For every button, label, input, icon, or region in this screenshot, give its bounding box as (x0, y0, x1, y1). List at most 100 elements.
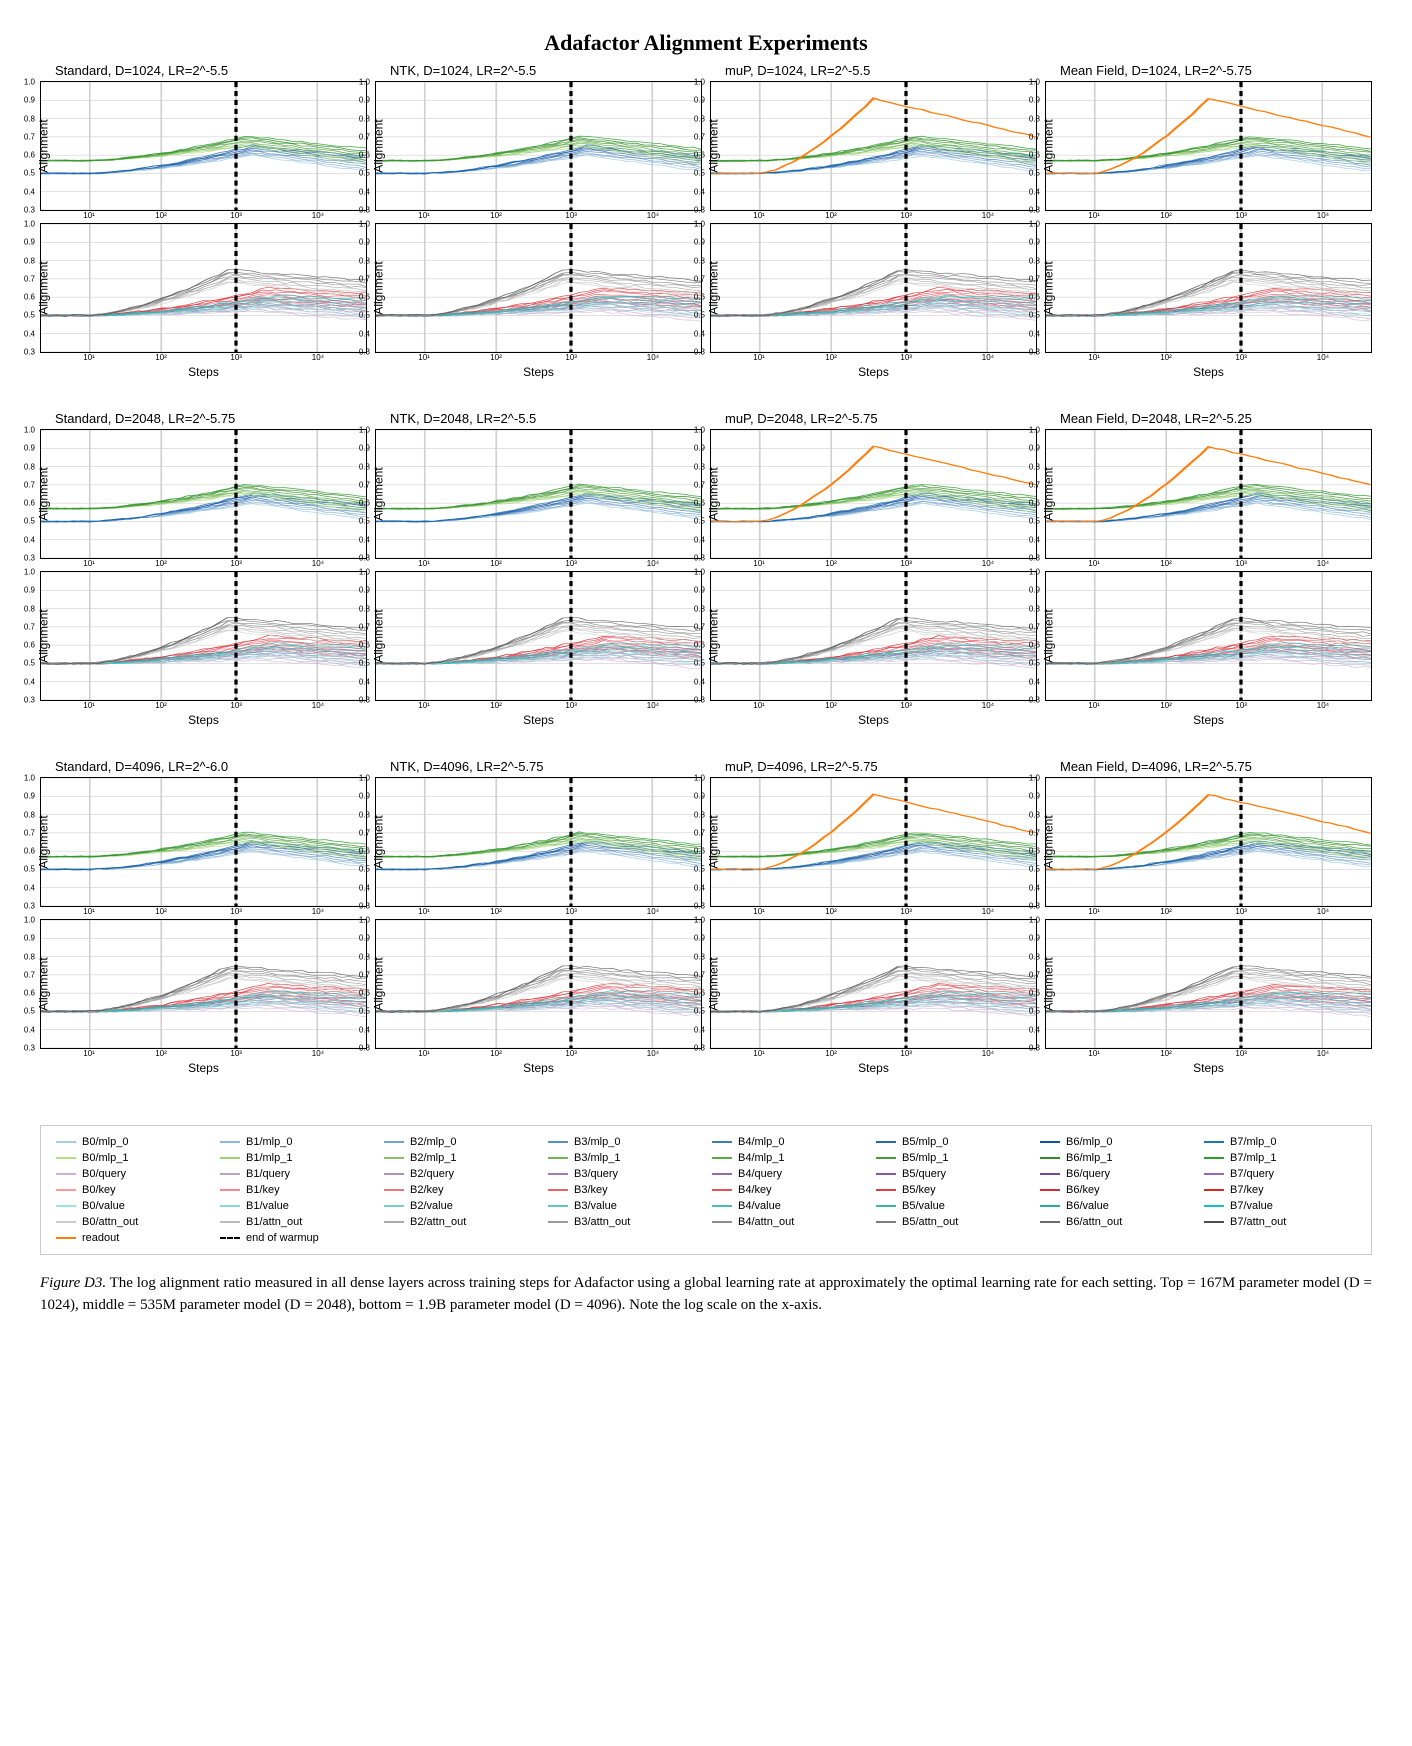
legend-swatch (56, 1189, 76, 1191)
alignment-chart-top: Alignment 0.30.40.50.60.70.80.91.0 (1045, 429, 1372, 559)
alignment-chart-top: Alignment 0.30.40.50.60.70.80.91.0 (1045, 777, 1372, 907)
legend-label: B6/query (1066, 1168, 1110, 1180)
legend-swatch (1040, 1221, 1060, 1223)
alignment-chart-bottom: Alignment 0.30.40.50.60.70.80.91.0 (1045, 223, 1372, 353)
legend-label: B4/mlp_0 (738, 1136, 784, 1148)
legend-swatch (712, 1221, 732, 1223)
alignment-chart-top: Alignment 0.30.40.50.60.70.80.91.0 (40, 777, 367, 907)
panel-title: muP, D=4096, LR=2^-5.75 (725, 759, 878, 774)
alignment-chart-top: Alignment 0.30.40.50.60.70.80.91.0 (375, 81, 702, 211)
legend-item: B1/key (220, 1184, 372, 1196)
legend-label: B2/query (410, 1168, 454, 1180)
legend-dash-icon (220, 1237, 240, 1239)
legend-swatch (1040, 1205, 1060, 1207)
legend-item-extra: readout (56, 1232, 208, 1244)
x-axis-label: Steps (40, 365, 367, 379)
legend-item: B1/mlp_1 (220, 1152, 372, 1164)
legend-swatch (876, 1189, 896, 1191)
legend-swatch (56, 1237, 76, 1239)
alignment-chart-bottom: Alignment 0.30.40.50.60.70.80.91.0 (375, 919, 702, 1049)
legend-swatch (56, 1173, 76, 1175)
panel-column: Mean Field, D=2048, LR=2^-5.25 Alignment… (1045, 429, 1372, 727)
legend-item: B6/attn_out (1040, 1216, 1192, 1228)
legend-item: B5/key (876, 1184, 1028, 1196)
y-axis-label: Alignment (707, 261, 721, 314)
legend-label: B3/attn_out (574, 1216, 630, 1228)
alignment-chart-bottom: Alignment 0.30.40.50.60.70.80.91.0 (710, 223, 1037, 353)
legend-swatch (712, 1173, 732, 1175)
legend-label: B0/attn_out (82, 1216, 138, 1228)
panel-title: Mean Field, D=2048, LR=2^-5.25 (1060, 411, 1252, 426)
legend-item: B3/attn_out (548, 1216, 700, 1228)
x-axis-label: Steps (710, 365, 1037, 379)
legend-swatch (876, 1221, 896, 1223)
legend-item: B6/query (1040, 1168, 1192, 1180)
x-axis-label: Steps (710, 1061, 1037, 1075)
panel-title: muP, D=2048, LR=2^-5.75 (725, 411, 878, 426)
legend-label: B0/mlp_1 (82, 1152, 128, 1164)
legend-swatch (876, 1141, 896, 1143)
legend-label: B1/query (246, 1168, 290, 1180)
legend-swatch (384, 1157, 404, 1159)
legend-swatch (1040, 1189, 1060, 1191)
legend-swatch (712, 1205, 732, 1207)
legend-item: B0/attn_out (56, 1216, 208, 1228)
panel-column: Standard, D=4096, LR=2^-6.0 Alignment 0.… (40, 777, 367, 1075)
legend-label: B7/query (1230, 1168, 1274, 1180)
legend-item: B5/query (876, 1168, 1028, 1180)
legend-swatch (56, 1221, 76, 1223)
figure-caption: Figure D3. The log alignment ratio measu… (40, 1273, 1372, 1317)
legend-item: B3/value (548, 1200, 700, 1212)
legend-swatch (712, 1157, 732, 1159)
legend-item: B0/mlp_1 (56, 1152, 208, 1164)
alignment-chart-top: Alignment 0.30.40.50.60.70.80.91.0 (710, 81, 1037, 211)
alignment-chart-bottom: Alignment 0.30.40.50.60.70.80.91.0 (1045, 571, 1372, 701)
legend-label: B6/attn_out (1066, 1216, 1122, 1228)
x-axis-label: Steps (375, 365, 702, 379)
legend-item: B4/value (712, 1200, 864, 1212)
legend-swatch (56, 1141, 76, 1143)
legend-label: B6/value (1066, 1200, 1109, 1212)
y-axis-label: Alignment (707, 957, 721, 1010)
legend-swatch (712, 1141, 732, 1143)
y-axis-label: Alignment (1042, 957, 1056, 1010)
alignment-chart-bottom: Alignment 0.30.40.50.60.70.80.91.0 (1045, 919, 1372, 1049)
y-axis-label: Alignment (1042, 261, 1056, 314)
legend-label: B5/attn_out (902, 1216, 958, 1228)
y-axis-label: Alignment (37, 261, 51, 314)
legend-item: B2/mlp_1 (384, 1152, 536, 1164)
legend-swatch (712, 1189, 732, 1191)
legend-item: B7/mlp_0 (1204, 1136, 1356, 1148)
alignment-chart-bottom: Alignment 0.30.40.50.60.70.80.91.0 (375, 223, 702, 353)
y-axis-label: Alignment (372, 609, 386, 662)
alignment-chart-top: Alignment 0.30.40.50.60.70.80.91.0 (375, 777, 702, 907)
legend-label: B3/query (574, 1168, 618, 1180)
legend-item: B4/query (712, 1168, 864, 1180)
legend-label: B1/mlp_1 (246, 1152, 292, 1164)
legend-item: B1/query (220, 1168, 372, 1180)
panel-column: Mean Field, D=4096, LR=2^-5.75 Alignment… (1045, 777, 1372, 1075)
legend-item: B1/mlp_0 (220, 1136, 372, 1148)
legend-swatch (384, 1173, 404, 1175)
y-axis-label: Alignment (372, 261, 386, 314)
legend-item: B4/key (712, 1184, 864, 1196)
legend-item: B5/value (876, 1200, 1028, 1212)
legend-item: B0/key (56, 1184, 208, 1196)
legend-swatch (1204, 1141, 1224, 1143)
legend-item: B2/query (384, 1168, 536, 1180)
x-axis-label: Steps (1045, 1061, 1372, 1075)
alignment-chart-bottom: Alignment 0.30.40.50.60.70.80.91.0 (40, 223, 367, 353)
legend-label: B7/attn_out (1230, 1216, 1286, 1228)
legend-item: B0/mlp_0 (56, 1136, 208, 1148)
x-axis-label: Steps (1045, 365, 1372, 379)
x-axis-label: Steps (710, 713, 1037, 727)
legend-label: B0/key (82, 1184, 116, 1196)
section-d2048: Standard, D=2048, LR=2^-5.75 Alignment 0… (40, 429, 1372, 727)
legend-swatch (548, 1205, 568, 1207)
alignment-chart-top: Alignment 0.30.40.50.60.70.80.91.0 (40, 429, 367, 559)
y-axis-label: Alignment (1042, 609, 1056, 662)
legend-swatch (220, 1221, 240, 1223)
legend-swatch (56, 1205, 76, 1207)
legend-label: B6/key (1066, 1184, 1100, 1196)
legend-swatch (384, 1205, 404, 1207)
